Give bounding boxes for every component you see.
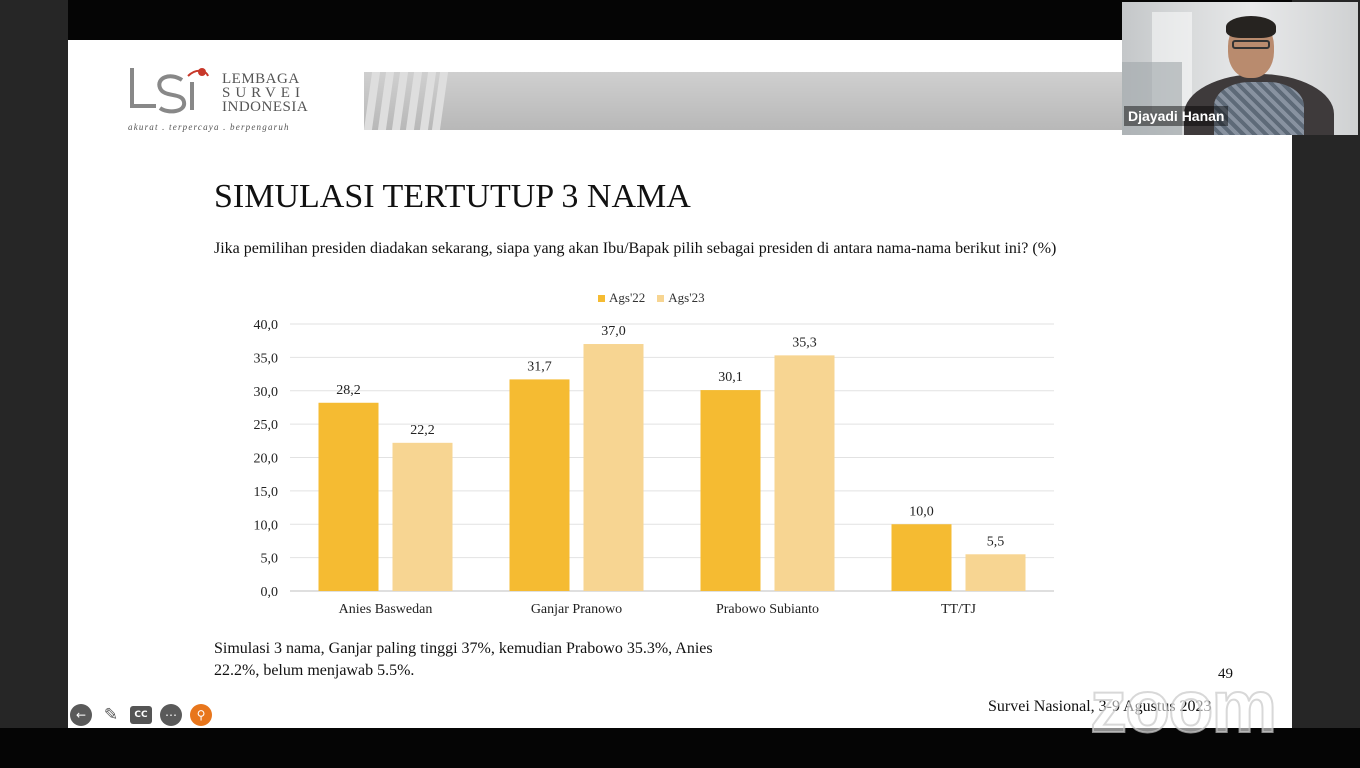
x-tick-label: TT/TJ (941, 602, 977, 617)
y-tick-label: 5,0 (261, 552, 279, 567)
bar (318, 402, 379, 591)
bar (774, 355, 835, 591)
data-label: 28,2 (336, 383, 361, 398)
logo-line-1: LEMBAGA (222, 71, 300, 87)
left-margin (0, 0, 68, 768)
bar (392, 442, 453, 591)
zoom-watermark: zoom (1089, 664, 1278, 749)
x-tick-label: Ganjar Pranowo (531, 602, 622, 617)
captions-button[interactable]: CC (130, 706, 152, 724)
logo-line-3: INDONESIA (222, 99, 309, 115)
presenter-controls: ← ✎ CC ⋯ ⚲ (70, 704, 212, 726)
y-tick-label: 40,0 (254, 318, 279, 333)
y-tick-label: 35,0 (254, 351, 279, 366)
logo-tagline: akurat . terpercaya . berpengaruh (128, 122, 290, 132)
bar (891, 524, 952, 591)
bar (965, 554, 1026, 591)
summary-line-2: 22.2%, belum menjawab 5.5%. (214, 662, 415, 679)
legend-swatch (657, 294, 665, 302)
legend-item-ags23: Ags'23 (657, 290, 705, 306)
survey-question: Jika pemilihan presiden diadakan sekaran… (214, 240, 1057, 257)
chair-background (1122, 62, 1182, 135)
presenter-hair (1226, 16, 1276, 38)
legend-label: Ags'23 (668, 290, 705, 305)
survey-footer: Survei Nasional, 3-9 Agustus 2023 (988, 698, 1212, 715)
bottom-black-band (0, 728, 1360, 768)
y-tick-label: 20,0 (254, 452, 279, 467)
data-label: 10,0 (909, 504, 934, 519)
legend-swatch (598, 294, 605, 302)
legend-item-ags22: Ags'22 (598, 290, 645, 306)
participant-name: Djayadi Hanan (1124, 106, 1229, 126)
presentation-slide: LEMBAGA SURVEI INDONESIA akurat . terper… (68, 40, 1292, 728)
presenter-video[interactable]: Djayadi Hanan (1122, 2, 1358, 135)
more-icon[interactable]: ⋯ (160, 704, 182, 726)
data-label: 35,3 (792, 335, 817, 350)
summary-line-1: Simulasi 3 nama, Ganjar paling tinggi 37… (214, 640, 713, 657)
data-label: 5,5 (987, 534, 1005, 549)
lsi-logo: LEMBAGA SURVEI INDONESIA akurat . terper… (126, 60, 326, 135)
pen-icon[interactable]: ✎ (103, 705, 119, 725)
x-tick-label: Prabowo Subianto (716, 602, 819, 617)
presenter-shirt (1214, 82, 1304, 135)
zoom-icon[interactable]: ⚲ (190, 704, 212, 726)
lsi-logo-mark (130, 68, 209, 114)
data-label: 30,1 (718, 370, 743, 385)
logo-line-2: SURVEI (222, 85, 305, 101)
y-tick-label: 0,0 (261, 585, 279, 600)
data-label: 31,7 (527, 359, 552, 374)
chart-legend: Ags'22 Ags'23 (598, 290, 705, 306)
y-tick-label: 30,0 (254, 385, 279, 400)
data-label: 22,2 (410, 423, 435, 438)
y-tick-label: 15,0 (254, 485, 279, 500)
slide-title: SIMULASI TERTUTUP 3 NAMA (214, 178, 691, 215)
y-tick-label: 10,0 (254, 518, 279, 533)
x-tick-label: Anies Baswedan (339, 602, 433, 617)
bar (583, 344, 644, 591)
summary-text: Simulasi 3 nama, Ganjar paling tinggi 37… (214, 638, 814, 682)
data-label: 37,0 (601, 324, 626, 339)
presenter-glasses (1232, 40, 1270, 49)
bar (509, 379, 570, 591)
bar-chart: 0,0 5,0 10,0 15,0 20,0 25,0 30,0 35,0 40,0 28,2 22… (254, 318, 1054, 617)
bar (700, 390, 761, 591)
y-tick-label: 25,0 (254, 418, 279, 433)
legend-label: Ags'22 (609, 290, 646, 305)
logo-wordmark: LEMBAGA SURVEI INDONESIA (222, 71, 309, 115)
arrow-left-icon[interactable]: ← (70, 704, 92, 726)
page-number: 49 (1218, 666, 1233, 682)
